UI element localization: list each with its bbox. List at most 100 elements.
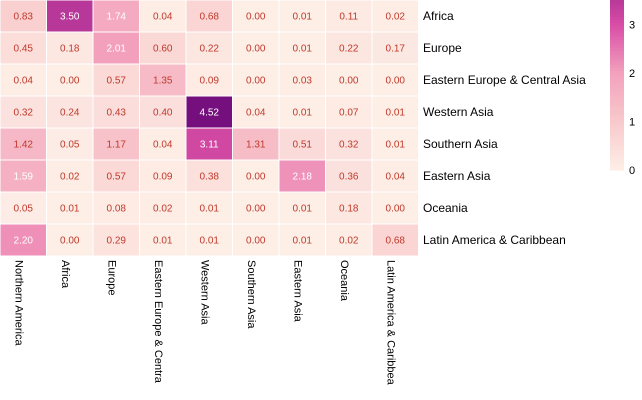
- colorbar-segment: [610, 25, 624, 29]
- cell-value-label: 0.32: [14, 108, 34, 119]
- cell-value-label: 0.01: [386, 140, 406, 151]
- heatmap-cell: [46, 0, 94, 33]
- heatmap-cell: [46, 95, 94, 129]
- cell-value-label: 0.22: [339, 44, 359, 55]
- column-label: Western Asia: [198, 260, 210, 325]
- heatmap-cell: [232, 223, 280, 257]
- colorbar-segment: [610, 110, 624, 114]
- colorbar-segment: [610, 56, 624, 61]
- heatmap-cell: [0, 95, 47, 129]
- cell-value-label: 0.04: [153, 12, 173, 23]
- colorbar-segment: [610, 119, 624, 123]
- row-label: Eastern Asia: [423, 169, 491, 183]
- colorbar-segment: [610, 53, 624, 58]
- heatmap-cell: [278, 159, 326, 193]
- row-labels: Africa Europe Eastern Europe & Central Asi…: [423, 9, 586, 247]
- cell-value-label: 0.51: [293, 140, 313, 151]
- colorbar-segment: [610, 73, 624, 78]
- colorbar-segment: [610, 87, 624, 92]
- cell-value-label: 0.01: [293, 44, 313, 55]
- cell-value-label: 0.01: [60, 204, 80, 215]
- cell-value-label: 0.01: [386, 108, 406, 119]
- heatmap-cell: [0, 191, 47, 225]
- cell-value-label: 0.00: [246, 172, 266, 183]
- colorbar-segment: [610, 42, 624, 46]
- cell-value-label: 1.31: [246, 140, 266, 151]
- cell-value-label: 0.03: [293, 76, 313, 87]
- cell-value-label: 1.74: [107, 12, 127, 23]
- cell-value-label: 0.83: [14, 12, 34, 23]
- cell-value-label: 0.02: [153, 204, 173, 215]
- column-label: Southern Asia: [245, 260, 257, 329]
- colorbar-segment: [610, 2, 624, 7]
- colorbar-segment: [610, 124, 624, 129]
- cell-value-label: 0.11: [339, 12, 358, 23]
- heatmap-cell: [0, 159, 47, 193]
- cell-value-label: 1.42: [14, 140, 34, 151]
- colorbar-segment: [610, 31, 624, 35]
- cell-value-label: 0.04: [386, 172, 406, 183]
- heatmap-cell: [92, 127, 140, 161]
- colorbar-segment: [610, 153, 624, 157]
- cell-value-label: 0.60: [153, 44, 173, 55]
- heatmap-cell: [185, 0, 233, 33]
- cell-value-label: 0.32: [339, 140, 359, 151]
- heatmap-cell: [0, 223, 47, 257]
- heatmap-cell: [325, 223, 373, 257]
- heatmap-cell: [185, 223, 233, 257]
- cell-value-label: 0.00: [339, 76, 359, 87]
- cell-value-label: 0.00: [246, 204, 266, 215]
- cell-value-label: 0.00: [60, 76, 80, 87]
- colorbar-segment: [610, 70, 624, 75]
- heatmap-cell: [185, 191, 233, 225]
- colorbar-segment: [610, 22, 624, 27]
- cell-value-label: 0.24: [60, 108, 80, 119]
- colorbar-segment: [610, 130, 624, 134]
- column-label: Latin America & Caribbea: [384, 260, 396, 386]
- cell-value-label: 0.02: [60, 172, 80, 183]
- cell-value-label: 0.57: [107, 76, 127, 87]
- cell-value-label: 0.18: [60, 44, 80, 55]
- cell-value-label: 0.40: [153, 108, 173, 119]
- colorbar-segment: [610, 14, 624, 18]
- column-label: Africa: [59, 260, 71, 289]
- colorbar-segment: [610, 19, 624, 24]
- heatmap-cell: [232, 63, 280, 97]
- colorbar-segment: [610, 82, 624, 86]
- colorbar-segment: [610, 138, 624, 143]
- heatmap-cell: [371, 223, 419, 257]
- heatmap-cell: [46, 63, 94, 97]
- heatmap-cell: [92, 95, 140, 129]
- colorbar-segment: [610, 104, 624, 109]
- heatmap-cell: [371, 191, 419, 225]
- cell-value-label: 0.01: [200, 236, 220, 247]
- cell-value-label: 0.00: [60, 236, 80, 247]
- colorbar-tick-label: 2: [629, 68, 635, 80]
- colorbar: 0 1 2 3: [610, 0, 635, 177]
- column-label: Oceania: [338, 260, 350, 302]
- colorbar-segment: [610, 158, 624, 163]
- cell-value-label: 0.18: [339, 204, 359, 215]
- heatmap-cell: [371, 31, 419, 65]
- row-label: Western Asia: [423, 105, 494, 119]
- cell-value-label: 0.04: [246, 108, 266, 119]
- colorbar-segment: [610, 51, 624, 55]
- cell-value-label: 4.52: [200, 108, 220, 119]
- colorbar-segment: [610, 62, 624, 66]
- cell-value-label: 0.00: [246, 44, 266, 55]
- column-label: Eastern Asia: [291, 260, 303, 323]
- heatmap-cell: [232, 31, 280, 65]
- colorbar-segment: [610, 11, 624, 15]
- colorbar-segment: [610, 107, 624, 112]
- colorbar-segment: [610, 102, 624, 106]
- heatmap-cell: [92, 223, 140, 257]
- row-label: Southern Asia: [423, 137, 498, 151]
- cell-value-label: 3.50: [60, 12, 80, 23]
- heatmap-cell: [139, 159, 187, 193]
- colorbar-tick-label: 3: [629, 19, 635, 31]
- heatmap-cell: [278, 0, 326, 33]
- cell-value-label: 0.07: [339, 108, 359, 119]
- row-label: Latin America & Caribbean: [423, 233, 566, 247]
- cell-value-label: 0.02: [386, 12, 406, 23]
